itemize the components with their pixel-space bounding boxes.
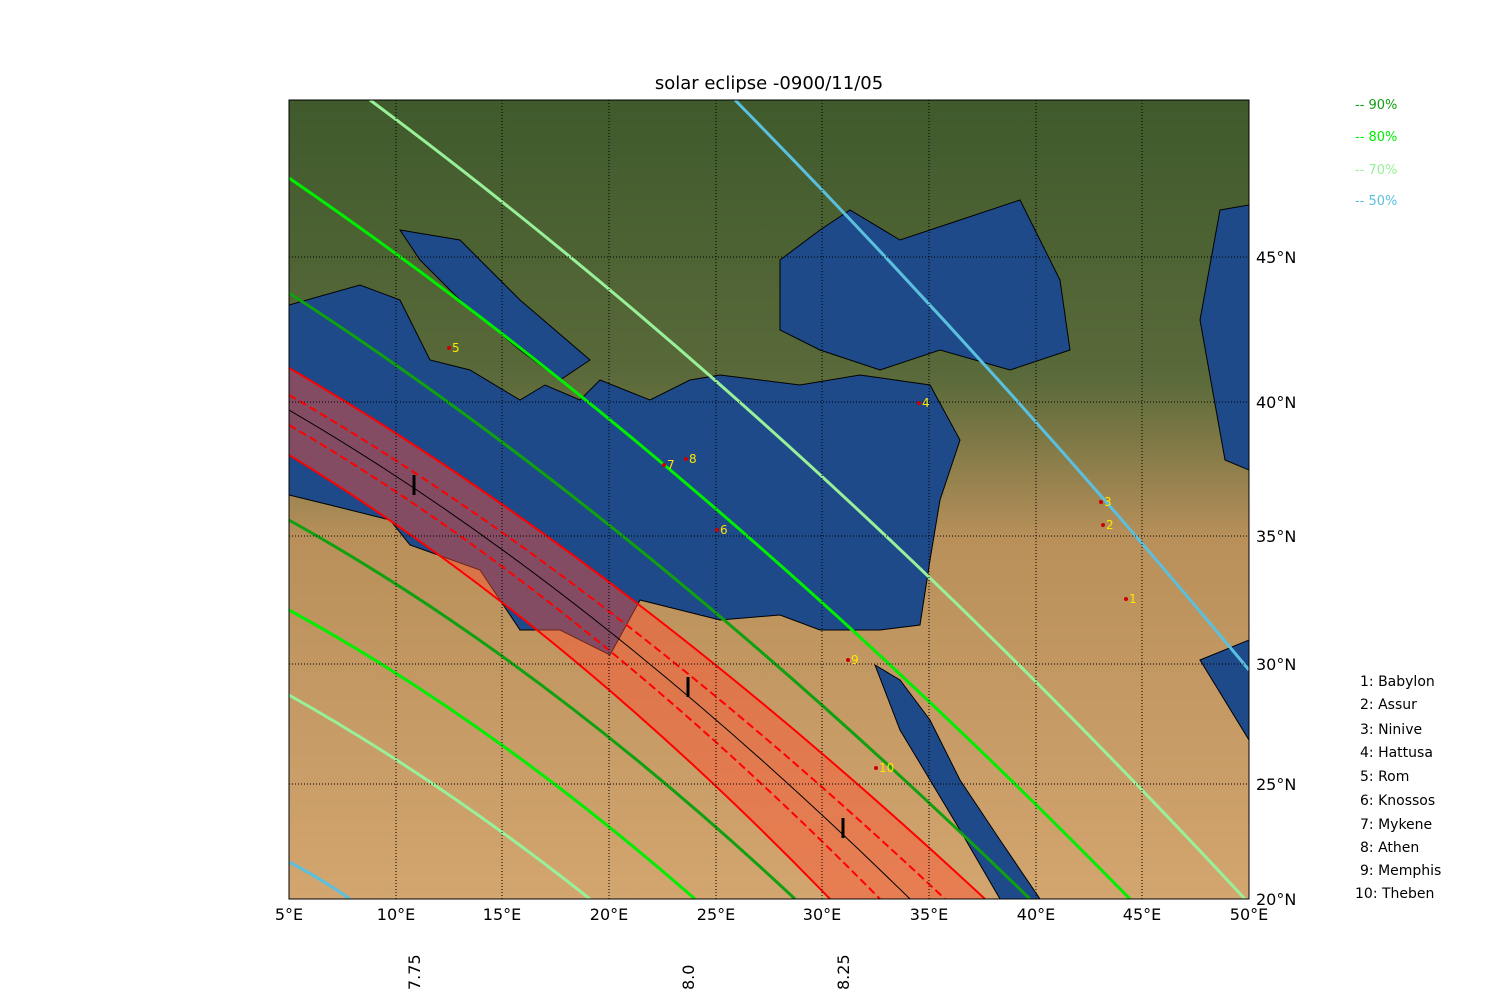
y-tick-label: 30°N <box>1256 655 1296 674</box>
line-70 <box>369 100 1247 899</box>
city-list-entry: 3: Ninive <box>1360 722 1422 738</box>
time-label: 7.75 <box>405 954 424 990</box>
y-tick-label: 25°N <box>1256 775 1296 794</box>
x-tick-label: 30°E <box>803 905 841 924</box>
caspian-sea <box>1199 204 1249 471</box>
city-dot <box>846 658 850 662</box>
legend-entry: -- 50% <box>1355 194 1397 209</box>
legend-entry: -- 80% <box>1355 130 1397 145</box>
city-dot <box>447 346 451 350</box>
x-tick-label: 20°E <box>590 905 628 924</box>
city-dot <box>684 457 688 461</box>
x-tick-label: 25°E <box>697 905 735 924</box>
city-list-entry: 1: Babylon <box>1360 674 1435 690</box>
city-dot <box>874 766 878 770</box>
city-dot <box>662 463 666 467</box>
city-map-label: 8 <box>689 452 697 466</box>
city-dot <box>1101 523 1105 527</box>
y-tick-label: 45°N <box>1256 248 1296 267</box>
city-map-label: 2 <box>1106 518 1114 532</box>
x-tick-label: 50°E <box>1230 905 1268 924</box>
city-map-label: 10 <box>879 761 894 775</box>
x-tick-label: 45°E <box>1123 905 1161 924</box>
y-tick-label: 20°N <box>1256 890 1296 909</box>
line-50 <box>733 100 1249 671</box>
graticule <box>289 100 1249 899</box>
line-90 <box>289 518 797 899</box>
time-label: 8.0 <box>679 965 698 990</box>
city-map-label: 5 <box>452 341 460 355</box>
city-map-label: 6 <box>720 523 728 537</box>
city-map-label: 9 <box>851 653 859 667</box>
black-sea <box>779 199 1071 371</box>
legend-entry: -- 90% <box>1355 98 1397 113</box>
map-frame <box>288 99 1250 900</box>
city-list-entry: 8: Athen <box>1360 840 1419 856</box>
y-tick-label: 40°N <box>1256 393 1296 412</box>
y-tick-label: 35°N <box>1256 527 1296 546</box>
city-map-label: 4 <box>922 396 930 410</box>
x-tick-label: 5°E <box>275 905 303 924</box>
city-list-entry: 9: Memphis <box>1360 863 1441 879</box>
line-80 <box>289 608 696 899</box>
city-dot <box>1099 500 1103 504</box>
city-list-entry: 6: Knossos <box>1360 793 1435 809</box>
line-90 <box>289 291 1032 899</box>
red-sea <box>874 663 1041 899</box>
city-map-label: 3 <box>1104 495 1112 509</box>
city-dot <box>715 528 719 532</box>
city-map-label: 1 <box>1129 592 1137 606</box>
city-dot <box>1124 597 1128 601</box>
city-list-entry: 4: Hattusa <box>1360 745 1433 761</box>
x-tick-label: 40°E <box>1017 905 1055 924</box>
x-tick-label: 15°E <box>483 905 521 924</box>
title: solar eclipse -0900/11/05 <box>655 73 883 94</box>
city-list-entry: 7: Mykene <box>1360 817 1432 833</box>
city-list-entry: 2: Assur <box>1360 697 1417 713</box>
time-label: 8.25 <box>834 954 853 990</box>
x-tick-label: 35°E <box>910 905 948 924</box>
legend-entry: -- 70% <box>1355 163 1397 178</box>
line-70 <box>289 693 591 899</box>
city-map-label: 7 <box>667 458 675 472</box>
line-80 <box>289 176 1132 899</box>
x-tick-label: 10°E <box>377 905 415 924</box>
city-dot <box>917 401 921 405</box>
map <box>289 100 1249 899</box>
line-50 <box>289 860 351 899</box>
central-line <box>289 409 911 899</box>
time-marks <box>412 475 845 838</box>
city-list-entry: 5: Rom <box>1360 769 1409 785</box>
band-lines <box>289 367 986 899</box>
city-list-entry: 10: Theben <box>1355 886 1434 902</box>
persian-gulf <box>1199 639 1249 741</box>
